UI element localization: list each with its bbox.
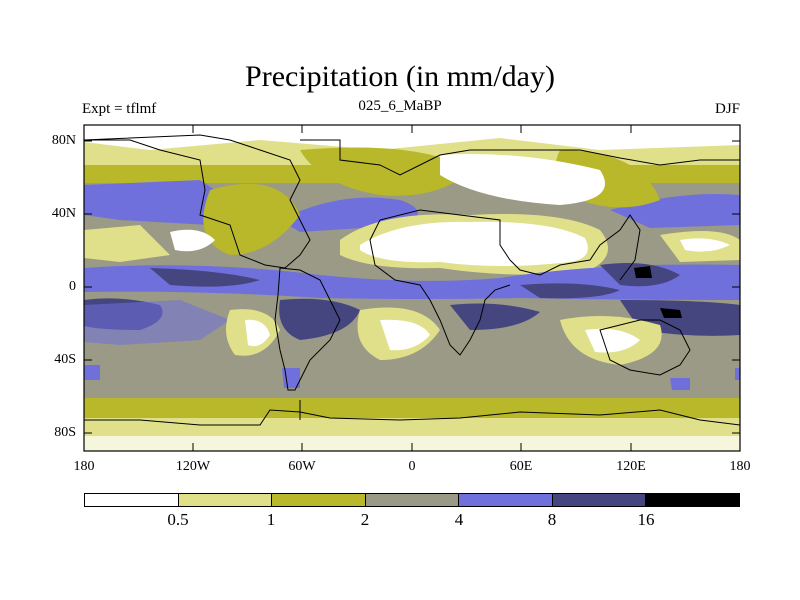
lon-label-0: 0 [408, 459, 416, 474]
coastlines [84, 134, 740, 426]
lon-label-120w: 120W [175, 459, 211, 474]
precipitation-field [84, 125, 740, 451]
lon-label-180e: 180 [729, 459, 751, 474]
lat-label-0: 0 [69, 279, 76, 294]
legend-swatch [178, 494, 273, 506]
legend-swatch [646, 494, 740, 506]
period-label: 025_6_MaBP [358, 98, 442, 114]
lat-label-80s: 80S [54, 425, 76, 440]
legend-label: 16 [637, 510, 655, 529]
color-legend [84, 493, 740, 507]
legend-swatch [85, 494, 179, 506]
legend-swatch [552, 494, 647, 506]
lon-label-120e: 120E [616, 459, 646, 474]
lat-label-40s: 40S [54, 352, 76, 367]
legend-swatch [272, 494, 366, 506]
lat-label-80n: 80N [51, 133, 76, 148]
legend-label: 1 [266, 510, 276, 529]
experiment-label: Expt = tflmf [82, 101, 157, 117]
lon-label-180w: 180 [73, 459, 95, 474]
legend-label: 4 [454, 510, 464, 529]
legend-swatch [459, 494, 553, 506]
legend-label: 0.5 [167, 510, 189, 529]
legend-label: 8 [547, 510, 557, 529]
axis-ticks [84, 125, 740, 451]
map-title: Precipitation (in mm/day) [245, 60, 555, 93]
legend-swatch [365, 494, 460, 506]
legend-label: 2 [360, 510, 370, 529]
lon-label-60w: 60W [288, 459, 316, 474]
lat-label-40n: 40N [51, 206, 76, 221]
lon-label-60e: 60E [509, 459, 533, 474]
season-label: DJF [714, 101, 740, 117]
